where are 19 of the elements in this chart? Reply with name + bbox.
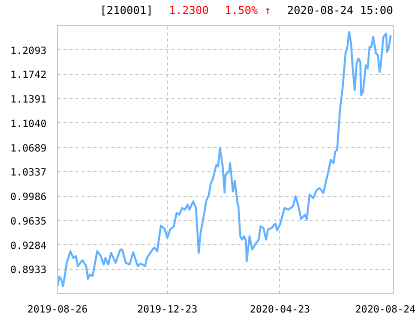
x-tick-label: 2019-08-26 bbox=[27, 304, 88, 316]
y-tick-label: 1.0337 bbox=[10, 168, 46, 179]
chart-title: [210001] bbox=[100, 4, 153, 17]
text: 1.50% ↑ bbox=[224, 4, 272, 17]
text: 2020-08-24 15:00 bbox=[287, 4, 394, 17]
y-tick-label: 1.1742 bbox=[10, 70, 46, 82]
y-tick-label: 1.0689 bbox=[10, 143, 46, 154]
y-tick-label: 1.2093 bbox=[10, 46, 46, 57]
y-tick-label: 0.9635 bbox=[10, 216, 46, 228]
y-tick-label: 1.1391 bbox=[10, 94, 46, 106]
y-tick-label: 0.9284 bbox=[10, 240, 46, 252]
x-tick-label: 2019-12-23 bbox=[137, 304, 198, 316]
x-tick-label: 2020-04-23 bbox=[250, 304, 310, 316]
text: 1.2300 bbox=[168, 4, 209, 17]
y-tick-label: 1.1040 bbox=[10, 118, 46, 130]
line-series bbox=[58, 30, 392, 288]
x-tick-label: 2020-08-24 bbox=[355, 304, 415, 316]
y-tick-label: 0.8933 bbox=[10, 265, 46, 276]
y-tick-label: 0.9986 bbox=[10, 192, 46, 204]
